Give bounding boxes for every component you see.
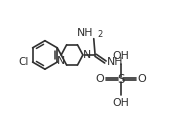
Text: OH: OH: [112, 98, 129, 108]
Text: NH: NH: [107, 57, 123, 67]
Text: O: O: [95, 74, 104, 84]
Text: S: S: [117, 73, 125, 86]
Text: N: N: [57, 56, 65, 66]
Text: O: O: [138, 74, 146, 84]
Text: Cl: Cl: [19, 57, 29, 67]
Text: 2: 2: [97, 30, 102, 38]
Text: NH: NH: [77, 28, 93, 38]
Text: OH: OH: [112, 51, 129, 61]
Text: N: N: [83, 50, 91, 60]
